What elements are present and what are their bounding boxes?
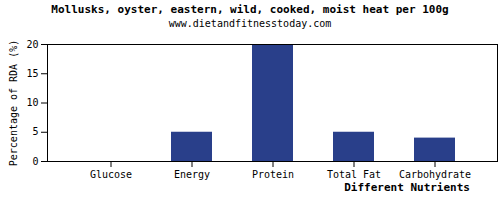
svg-text:10: 10 (26, 97, 38, 108)
svg-text:20: 20 (26, 39, 38, 50)
svg-text:0: 0 (32, 156, 38, 167)
svg-text:Carbohydrate: Carbohydrate (399, 169, 471, 180)
svg-text:Total Fat: Total Fat (327, 169, 381, 180)
html-text:Mollusks, oyster, eastern, wil: Mollusks, oyster, eastern, wild, cooked,… (51, 3, 449, 16)
html-text:Different Nutrients: Different Nutrients (344, 181, 470, 194)
svg-text:Glucose: Glucose (90, 169, 132, 180)
html-text:www.dietandfitnesstoday.com: www.dietandfitnesstoday.com (168, 18, 332, 29)
svg-text:5: 5 (32, 126, 38, 137)
svg-text:Energy: Energy (174, 169, 210, 180)
svg-text:15: 15 (26, 68, 38, 79)
svg-text:Percentage of RDA (%): Percentage of RDA (%) (8, 40, 19, 166)
svg-text:Protein: Protein (252, 169, 294, 180)
